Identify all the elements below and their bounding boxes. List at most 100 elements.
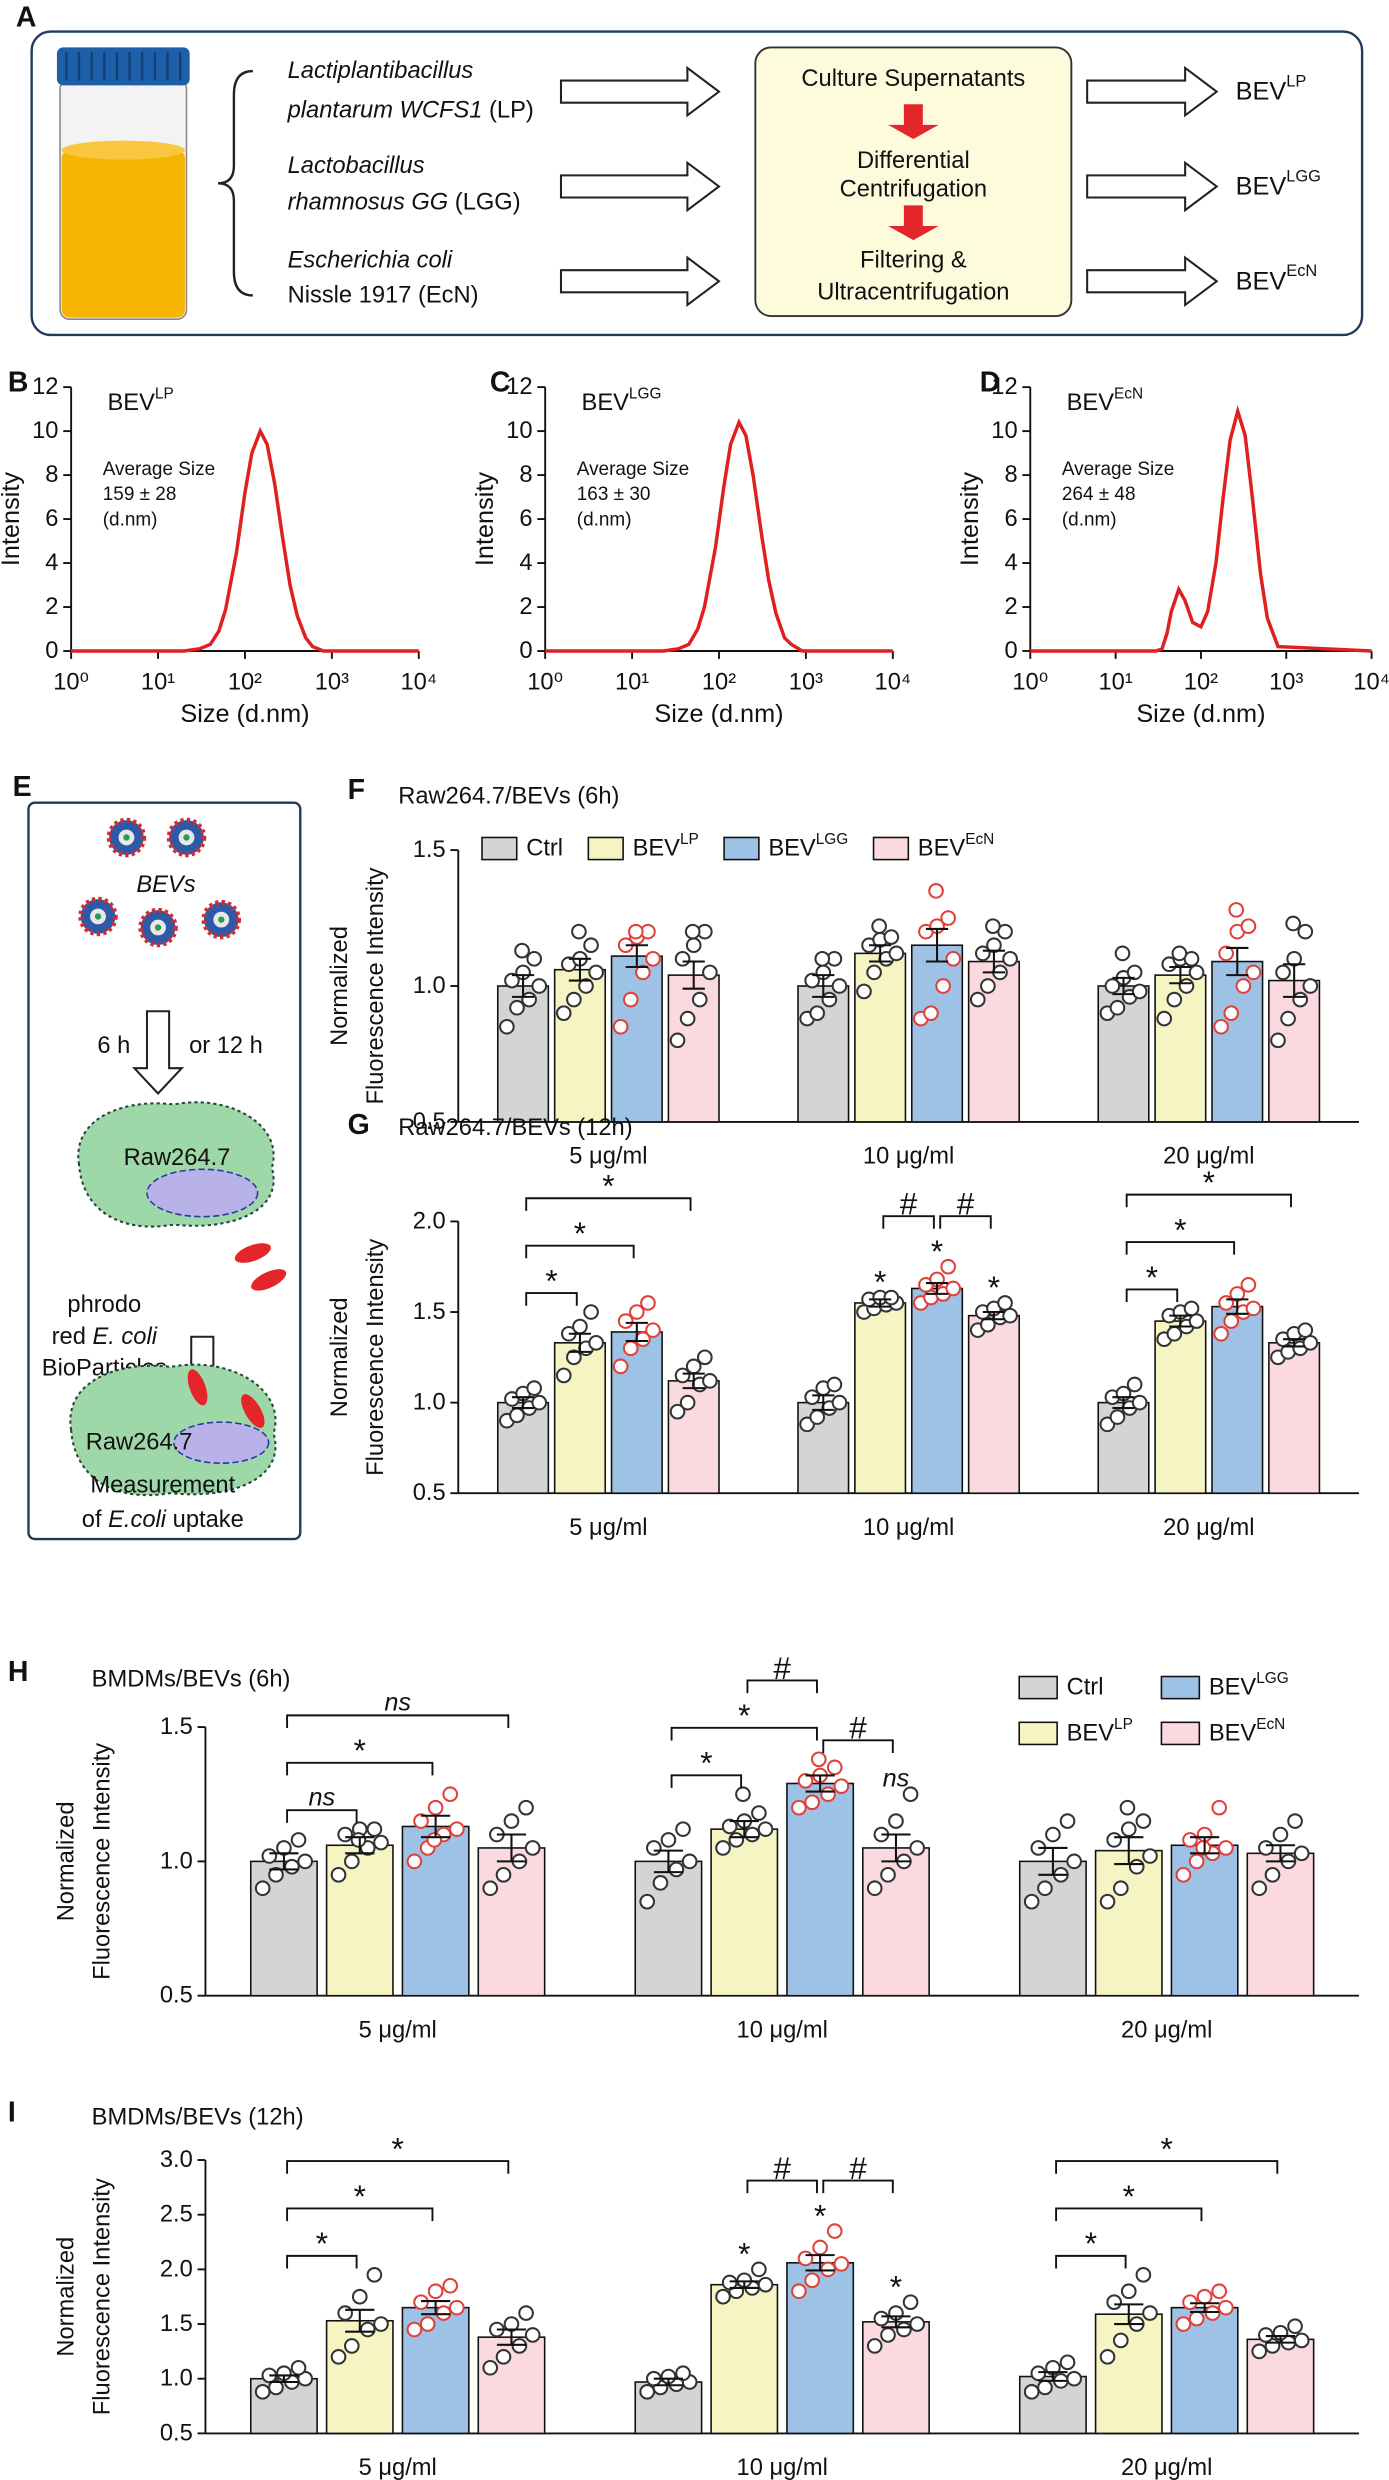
- y-tick-label: 12: [506, 374, 532, 400]
- significance-label: ns: [883, 1764, 910, 1792]
- data-point: [1297, 923, 1314, 940]
- data-point: [880, 1866, 896, 1883]
- data-point: [1223, 1313, 1240, 1329]
- bar: [1018, 1860, 1087, 1997]
- significance-bracket: [525, 1244, 635, 1259]
- chart-title: Raw264.7/BEVs (6h): [398, 783, 619, 809]
- data-point: [1182, 2294, 1198, 2310]
- process-step: Ultracentrifugation: [817, 279, 1009, 305]
- significance-bracket: [286, 2254, 358, 2269]
- data-point: [1175, 1866, 1192, 1883]
- data-point: [1126, 1376, 1143, 1393]
- data-point: [1120, 1821, 1137, 1837]
- data-point: [495, 2349, 512, 2365]
- data-point: [1188, 1853, 1205, 1870]
- y-axis-label: Intensity: [956, 472, 984, 566]
- data-point: [735, 1786, 751, 1803]
- legend-label: Ctrl: [1067, 1675, 1104, 1701]
- data-point: [831, 1394, 848, 1411]
- data-point: [909, 1840, 926, 1856]
- data-point: [1104, 978, 1121, 994]
- legend-label-base: BEV: [1209, 1720, 1257, 1746]
- significance-label: ns: [309, 1784, 336, 1812]
- data-point: [337, 2305, 353, 2321]
- data-point: [1235, 978, 1252, 994]
- data-point: [1128, 1858, 1145, 1875]
- data-point: [531, 978, 548, 994]
- data-point: [645, 1322, 661, 1338]
- annotation: Average Size: [577, 459, 689, 480]
- data-point: [883, 929, 900, 945]
- data-point: [697, 1349, 713, 1366]
- data-point: [583, 1304, 599, 1320]
- data-point: [883, 1289, 900, 1306]
- data-point: [1275, 964, 1291, 981]
- vesicle-dot: [154, 924, 162, 931]
- data-point: [1126, 964, 1143, 981]
- chart-title: BEVLGG: [582, 385, 662, 416]
- y-tick-label: 0: [45, 638, 58, 664]
- data-point: [1292, 991, 1309, 1008]
- data-point: [566, 1349, 582, 1366]
- data-point: [1272, 1826, 1289, 1843]
- bar: [1094, 1849, 1163, 1997]
- significance-bracket: [1055, 2254, 1127, 2269]
- significance-bracket: [746, 1679, 818, 1694]
- data-point: [1175, 2316, 1192, 2332]
- data-point: [531, 1394, 548, 1411]
- data-point: [509, 999, 525, 1016]
- data-point: [1293, 2332, 1310, 2349]
- legend-label-base: BEV: [633, 836, 681, 862]
- data-point: [366, 1821, 383, 1837]
- data-point: [524, 1840, 541, 1856]
- data-point: [645, 950, 661, 967]
- x-tick-label: 10 μg/ml: [863, 1515, 954, 1541]
- x-tick-label: 10 μg/ml: [737, 2017, 828, 2043]
- data-point: [791, 2283, 807, 2300]
- significance-label: *: [700, 1745, 712, 1781]
- panel-frame: [27, 801, 302, 1541]
- y-tick-label: 0.5: [160, 1983, 193, 2009]
- x-tick-label: 10⁰: [1012, 670, 1048, 696]
- data-point: [419, 2316, 436, 2332]
- panel-letter: F: [348, 774, 365, 806]
- data-point: [343, 1853, 360, 1870]
- x-tick-label: 10 μg/ml: [737, 2455, 828, 2480]
- data-point: [675, 2365, 691, 2382]
- data-point: [679, 1010, 696, 1027]
- data-point: [902, 2294, 919, 2310]
- reagent-label: phrodo: [67, 1292, 141, 1318]
- data-point: [691, 991, 708, 1008]
- annotation: 163 ± 30: [577, 484, 651, 505]
- legend-swatch: [1018, 1675, 1058, 1700]
- process-arrow: [1086, 255, 1219, 308]
- process-box: [754, 46, 1073, 317]
- data-point: [1112, 1880, 1129, 1897]
- data-point: [284, 1858, 300, 1875]
- data-point: [413, 2294, 429, 2310]
- data-point: [1188, 964, 1205, 981]
- bacterium: [187, 1369, 208, 1406]
- data-point: [1114, 945, 1131, 962]
- data-point: [427, 1799, 444, 1816]
- data-point: [504, 972, 520, 989]
- y-axis-label: Fluorescence Intensity: [363, 1239, 389, 1476]
- data-point: [1002, 950, 1018, 967]
- data-point: [426, 1832, 443, 1848]
- y-tick-label: 2.0: [160, 2256, 193, 2282]
- process-arrow: [559, 255, 721, 308]
- legend-swatch: [481, 836, 518, 861]
- significance-label: *: [738, 1697, 750, 1733]
- significance-label: *: [1161, 2130, 1173, 2166]
- legend-label: BEVLGG: [1209, 1670, 1289, 1701]
- significance-bracket: [525, 1292, 578, 1306]
- y-axis-label: Fluorescence Intensity: [90, 2178, 116, 2415]
- panel-letter: H: [8, 1656, 29, 1688]
- data-point: [702, 964, 718, 981]
- data-point: [685, 937, 702, 954]
- data-point: [1182, 1832, 1198, 1848]
- data-point: [442, 1786, 459, 1803]
- significance-bracket: [939, 1215, 992, 1229]
